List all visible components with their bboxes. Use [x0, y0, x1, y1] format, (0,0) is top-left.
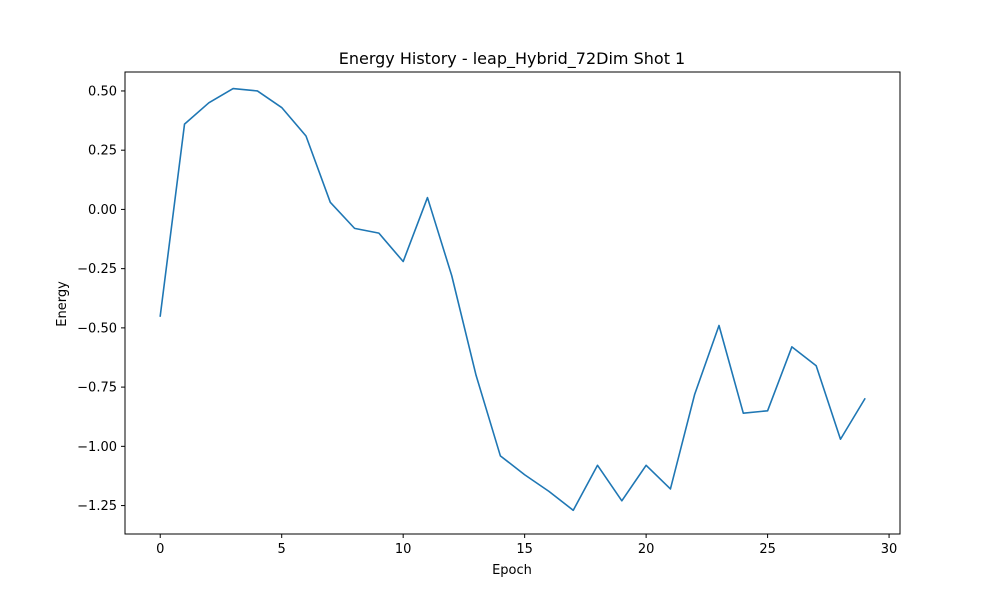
- plot-area: 0 5 10 15 20 25 30 0.50 0.25 0.00 −0.25 −0.50 −0.75 −…: [77, 71, 901, 557]
- chart-title: Energy History - leap_Hybrid_72Dim Shot …: [339, 49, 685, 69]
- plot-frame: [124, 71, 901, 535]
- y-tick-label: −1.25: [77, 499, 117, 514]
- y-axis-label: Energy: [55, 281, 70, 327]
- series-line-0: [159, 87, 866, 512]
- x-tick-label: 10: [395, 542, 412, 557]
- y-tick-label: −0.25: [77, 262, 117, 277]
- x-tick-label: 30: [881, 542, 898, 557]
- x-axis-label: Epoch: [492, 563, 532, 578]
- x-tick-label: 0: [156, 542, 164, 557]
- x-tick-label: 20: [638, 542, 655, 557]
- x-tick-label: 5: [278, 542, 286, 557]
- y-tick-label: 0.50: [88, 84, 117, 99]
- y-tick-label: −1.00: [77, 440, 117, 455]
- y-tick-label: −0.75: [77, 381, 117, 396]
- y-tick-label: 0.00: [88, 203, 117, 218]
- y-tick-label: 0.25: [88, 144, 117, 159]
- y-tick-label: −0.50: [77, 321, 117, 336]
- x-tick-label: 15: [516, 542, 533, 557]
- x-tick-label: 25: [759, 542, 776, 557]
